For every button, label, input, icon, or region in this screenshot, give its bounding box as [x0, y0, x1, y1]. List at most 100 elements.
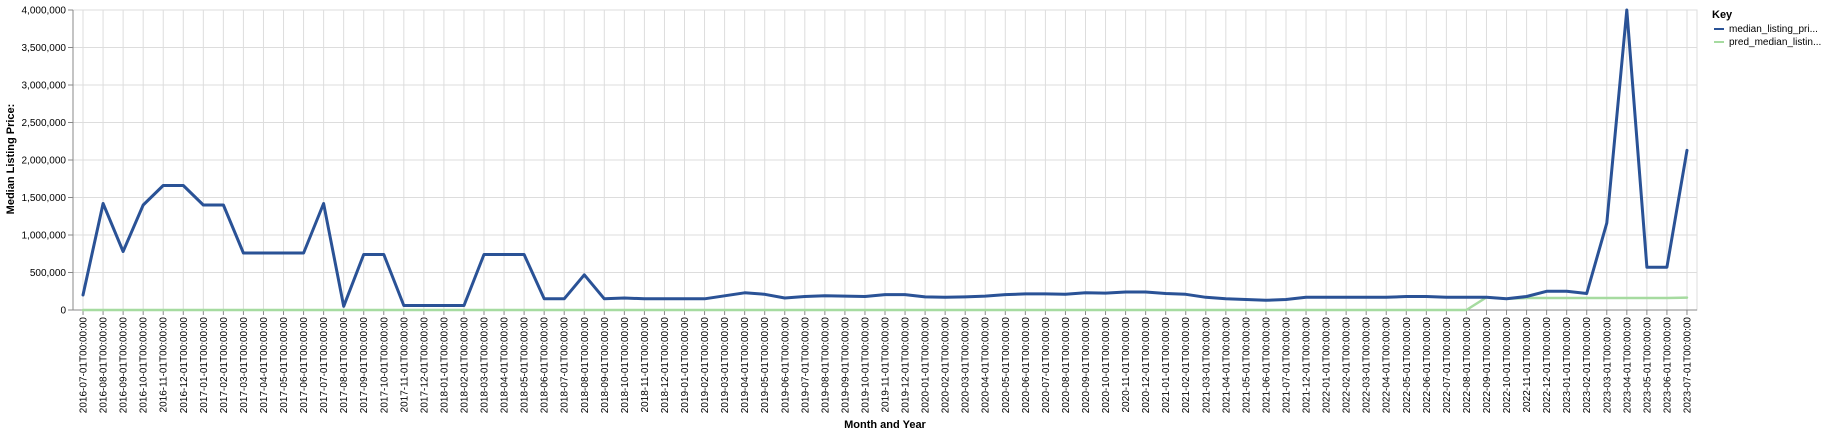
x-tick-label: 2023-07-01T00:00:00: [1682, 317, 1693, 414]
x-tick-label: 2017-09-01T00:00:00: [359, 317, 370, 414]
gridlines: [72, 9, 1698, 311]
x-tick-label: 2019-02-01T00:00:00: [700, 317, 711, 414]
x-tick-label: 2020-11-01T00:00:00: [1121, 317, 1132, 413]
legend-title: Key: [1712, 9, 1733, 21]
x-tick-label: 2018-09-01T00:00:00: [600, 317, 611, 414]
x-axis-title: Month and Year: [844, 419, 926, 431]
y-tick-label: 1,000,000: [22, 231, 67, 242]
x-tick-label: 2022-09-01T00:00:00: [1482, 317, 1493, 414]
x-tick-label: 2020-06-01T00:00:00: [1021, 317, 1032, 414]
x-tick-label: 2020-04-01T00:00:00: [981, 317, 992, 414]
x-tick-label: 2018-12-01T00:00:00: [660, 317, 671, 414]
x-tick-label: 2022-11-01T00:00:00: [1522, 317, 1533, 413]
y-tick-label: 0: [60, 306, 66, 317]
x-tick-label: 2020-02-01T00:00:00: [941, 317, 952, 414]
x-tick-label: 2022-04-01T00:00:00: [1382, 317, 1393, 414]
x-tick-label: 2022-03-01T00:00:00: [1362, 317, 1373, 414]
x-tick-label: 2018-03-01T00:00:00: [480, 317, 491, 414]
x-tick-label: 2021-03-01T00:00:00: [1201, 317, 1212, 414]
x-tick-label: 2016-09-01T00:00:00: [119, 317, 130, 414]
series-line: [81, 296, 1689, 312]
x-tick-label: 2022-07-01T00:00:00: [1442, 317, 1453, 414]
x-tick-label: 2023-04-01T00:00:00: [1622, 317, 1633, 414]
x-tick-label: 2021-04-01T00:00:00: [1221, 317, 1232, 414]
legend: Key median_listing_pri... pred_median_lis…: [1712, 9, 1821, 48]
x-tick-label: 2022-06-01T00:00:00: [1422, 317, 1433, 414]
y-tick-label: 500,000: [30, 268, 67, 279]
x-tick-label: 2017-07-01T00:00:00: [319, 317, 330, 414]
x-tick-label: 2020-05-01T00:00:00: [1001, 317, 1012, 414]
x-tick-label: 2021-05-01T00:00:00: [1241, 317, 1252, 414]
x-tick-label: 2018-01-01T00:00:00: [439, 317, 450, 414]
x-tick-label: 2023-05-01T00:00:00: [1642, 317, 1653, 414]
x-tick-label: 2019-01-01T00:00:00: [680, 317, 691, 414]
x-tick-label: 2017-06-01T00:00:00: [299, 317, 310, 414]
x-tick-label: 2016-07-01T00:00:00: [79, 317, 90, 414]
legend-label: median_listing_pri...: [1729, 24, 1818, 35]
x-tick-label: 2020-03-01T00:00:00: [961, 317, 972, 414]
x-tick-label: 2022-01-01T00:00:00: [1322, 317, 1333, 414]
x-tick-label: 2022-02-01T00:00:00: [1342, 317, 1353, 414]
x-tick-label: 2020-09-01T00:00:00: [1081, 317, 1092, 414]
x-tick-label: 2019-09-01T00:00:00: [840, 317, 851, 414]
x-tick-label: 2019-04-01T00:00:00: [740, 317, 751, 414]
legend-label: pred_median_listin...: [1729, 37, 1821, 48]
x-tick-label: 2018-06-01T00:00:00: [540, 317, 551, 414]
x-tick-label: 2019-12-01T00:00:00: [901, 317, 912, 414]
x-tick-label: 2023-02-01T00:00:00: [1582, 317, 1593, 414]
x-tick-label: 2019-06-01T00:00:00: [780, 317, 791, 414]
y-tick-label: 4,000,000: [22, 6, 67, 17]
x-tick-label: 2019-07-01T00:00:00: [800, 317, 811, 414]
y-axis-title: Median Listing Price:: [5, 104, 17, 215]
x-tick-label: 2017-10-01T00:00:00: [379, 317, 390, 414]
x-tick-label: 2017-02-01T00:00:00: [219, 317, 230, 414]
x-tick-label: 2023-01-01T00:00:00: [1562, 317, 1573, 414]
y-tick-label: 3,500,000: [22, 43, 67, 54]
x-tick-label: 2017-11-01T00:00:00: [399, 317, 410, 413]
x-tick-label: 2017-08-01T00:00:00: [339, 317, 350, 414]
x-tick-label: 2016-11-01T00:00:00: [159, 317, 170, 413]
x-tick-label: 2018-10-01T00:00:00: [620, 317, 631, 414]
x-tick-label: 2020-10-01T00:00:00: [1101, 317, 1112, 414]
x-tick-label: 2016-10-01T00:00:00: [139, 317, 150, 414]
x-tick-label: 2021-01-01T00:00:00: [1161, 317, 1172, 414]
y-tick-label: 2,000,000: [22, 156, 67, 167]
x-tick-label: 2019-08-01T00:00:00: [820, 317, 831, 414]
x-tick-label: 2017-03-01T00:00:00: [239, 317, 250, 414]
x-tick-label: 2021-06-01T00:00:00: [1261, 317, 1272, 414]
x-tick-label: 2016-12-01T00:00:00: [179, 317, 190, 414]
x-tick-label: 2017-04-01T00:00:00: [259, 317, 270, 414]
x-tick-label: 2017-01-01T00:00:00: [199, 317, 210, 414]
x-tick-label: 2019-11-01T00:00:00: [881, 317, 892, 413]
series-line: [81, 8, 1689, 308]
series-lines: [81, 8, 1689, 312]
x-tick-label: 2021-07-01T00:00:00: [1281, 317, 1292, 414]
x-tick-label: 2017-05-01T00:00:00: [279, 317, 290, 414]
x-tick-label: 2022-12-01T00:00:00: [1542, 317, 1553, 414]
x-tick-label: 2018-11-01T00:00:00: [640, 317, 651, 413]
x-tick-label: 2020-08-01T00:00:00: [1061, 317, 1072, 414]
x-tick-label: 2018-05-01T00:00:00: [520, 317, 531, 414]
x-tick-label: 2018-08-01T00:00:00: [580, 317, 591, 414]
axes: 0 500,000 1,000,000 1,500,000 2,000,000 2,500…: [22, 6, 1697, 414]
y-tick-label: 3,000,000: [22, 81, 67, 92]
x-tick-label: 2019-03-01T00:00:00: [720, 317, 731, 414]
x-tick-label: 2021-12-01T00:00:00: [1302, 317, 1313, 414]
x-tick-label: 2021-02-01T00:00:00: [1181, 317, 1192, 414]
x-tick-label: 2022-05-01T00:00:00: [1402, 317, 1413, 414]
x-tick-label: 2022-10-01T00:00:00: [1502, 317, 1513, 414]
y-tick-label: 2,500,000: [22, 118, 67, 129]
x-tick-label: 2020-12-01T00:00:00: [1141, 317, 1152, 414]
x-tick-label: 2018-04-01T00:00:00: [500, 317, 511, 414]
x-tick-label: 2023-06-01T00:00:00: [1662, 317, 1673, 414]
x-tick-label: 2016-08-01T00:00:00: [99, 317, 110, 414]
x-tick-label: 2022-08-01T00:00:00: [1462, 317, 1473, 414]
x-tick-label: 2023-03-01T00:00:00: [1602, 317, 1613, 414]
x-tick-label: 2020-01-01T00:00:00: [921, 317, 932, 414]
x-tick-label: 2018-02-01T00:00:00: [459, 317, 470, 414]
x-tick-label: 2017-12-01T00:00:00: [419, 317, 430, 414]
x-tick-label: 2020-07-01T00:00:00: [1041, 317, 1052, 414]
y-tick-label: 1,500,000: [22, 193, 67, 204]
x-tick-label: 2019-05-01T00:00:00: [760, 317, 771, 414]
